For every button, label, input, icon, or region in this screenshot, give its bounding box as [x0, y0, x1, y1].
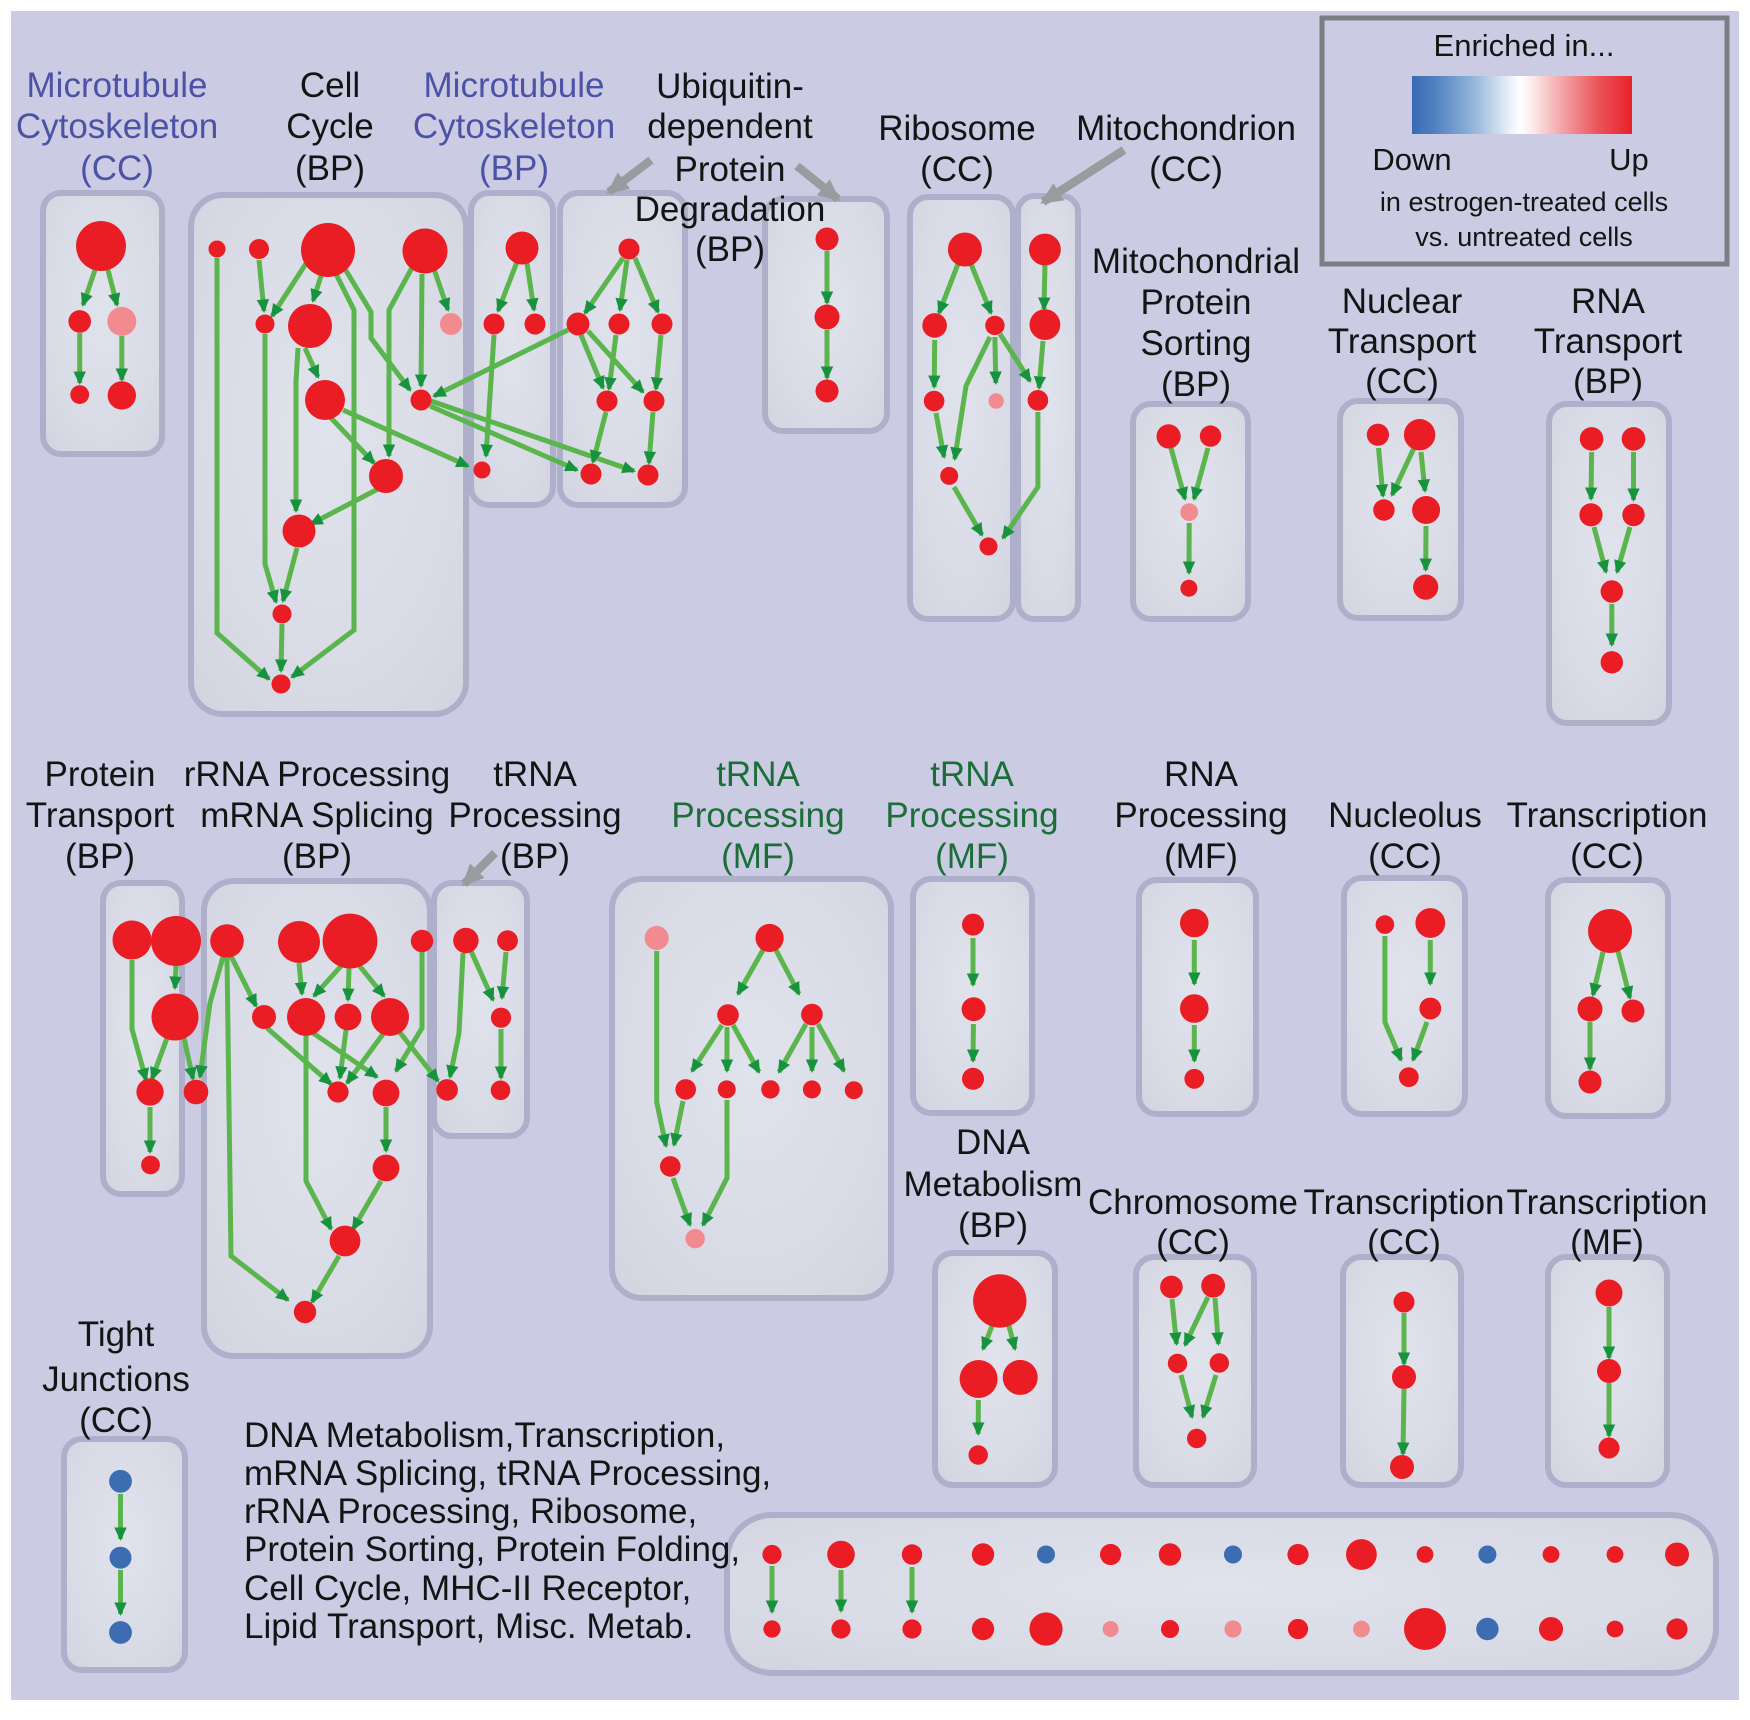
svg-text:Protein Sorting, Protein Foldi: Protein Sorting, Protein Folding,	[244, 1530, 740, 1569]
svg-text:(BP): (BP)	[65, 837, 135, 876]
svg-text:Cycle: Cycle	[286, 107, 374, 146]
svg-text:Down: Down	[1372, 142, 1451, 177]
svg-text:(BP): (BP)	[1161, 365, 1231, 404]
svg-text:Lipid Transport, Misc. Metab.: Lipid Transport, Misc. Metab.	[244, 1607, 693, 1646]
svg-text:Mitochondrial: Mitochondrial	[1092, 242, 1300, 281]
svg-text:vs. untreated cells: vs. untreated cells	[1415, 222, 1633, 252]
svg-text:Up: Up	[1609, 142, 1649, 177]
svg-text:DNA Metabolism,Transcription,: DNA Metabolism,Transcription,	[244, 1416, 725, 1455]
svg-text:dependent: dependent	[647, 107, 813, 146]
svg-text:Processing: Processing	[885, 796, 1058, 835]
svg-text:Transport: Transport	[26, 796, 175, 835]
svg-text:(CC): (CC)	[1156, 1223, 1230, 1262]
svg-text:Sorting: Sorting	[1141, 324, 1252, 363]
svg-text:Microtubule: Microtubule	[424, 66, 605, 105]
svg-text:Cell: Cell	[300, 66, 360, 105]
svg-text:(MF): (MF)	[935, 837, 1009, 876]
svg-text:Chromosome: Chromosome	[1088, 1183, 1298, 1222]
svg-text:(CC): (CC)	[80, 149, 154, 188]
svg-text:Transcription: Transcription	[1507, 796, 1708, 835]
svg-text:Transcription: Transcription	[1304, 1183, 1505, 1222]
svg-text:Degradation: Degradation	[635, 190, 826, 229]
svg-text:DNA: DNA	[956, 1123, 1031, 1162]
svg-text:(CC): (CC)	[79, 1401, 153, 1440]
svg-text:(BP): (BP)	[479, 149, 549, 188]
svg-text:(BP): (BP)	[500, 837, 570, 876]
svg-text:Microtubule: Microtubule	[27, 66, 208, 105]
svg-text:Transport: Transport	[1534, 322, 1683, 361]
svg-text:(CC): (CC)	[920, 150, 994, 189]
svg-text:Cell Cycle, MHC-II Receptor,: Cell Cycle, MHC-II Receptor,	[244, 1569, 691, 1608]
svg-text:RNA: RNA	[1571, 282, 1646, 321]
svg-text:Enriched in...: Enriched in...	[1434, 28, 1615, 63]
svg-text:Cytoskeleton: Cytoskeleton	[16, 107, 218, 146]
svg-text:(MF): (MF)	[1570, 1223, 1644, 1262]
svg-text:(BP): (BP)	[295, 149, 365, 188]
svg-text:(BP): (BP)	[282, 837, 352, 876]
svg-text:(MF): (MF)	[1164, 837, 1238, 876]
svg-text:(CC): (CC)	[1368, 837, 1442, 876]
svg-text:mRNA Splicing: mRNA Splicing	[200, 796, 433, 835]
svg-text:Nucleolus: Nucleolus	[1328, 796, 1482, 835]
svg-text:tRNA: tRNA	[930, 755, 1014, 794]
svg-text:rRNA Processing: rRNA Processing	[184, 755, 450, 794]
svg-text:Processing: Processing	[448, 796, 621, 835]
svg-text:Ribosome: Ribosome	[878, 109, 1036, 148]
svg-text:(BP): (BP)	[695, 230, 765, 269]
svg-text:Nuclear: Nuclear	[1342, 282, 1463, 321]
svg-text:Processing: Processing	[671, 796, 844, 835]
svg-text:Processing: Processing	[1114, 796, 1287, 835]
svg-text:Tight: Tight	[78, 1315, 155, 1354]
svg-text:(CC): (CC)	[1365, 362, 1439, 401]
svg-text:in estrogen-treated cells: in estrogen-treated cells	[1380, 187, 1668, 217]
svg-text:Ubiquitin-: Ubiquitin-	[656, 67, 804, 106]
svg-text:Metabolism: Metabolism	[904, 1165, 1083, 1204]
svg-text:(CC): (CC)	[1570, 837, 1644, 876]
svg-text:(BP): (BP)	[1573, 362, 1643, 401]
svg-text:tRNA: tRNA	[716, 755, 800, 794]
svg-text:mRNA Splicing, tRNA Processing: mRNA Splicing, tRNA Processing,	[244, 1454, 771, 1493]
svg-text:RNA: RNA	[1164, 755, 1239, 794]
svg-text:Protein: Protein	[675, 150, 786, 189]
svg-text:(CC): (CC)	[1149, 150, 1223, 189]
svg-text:Transport: Transport	[1328, 322, 1477, 361]
svg-text:rRNA Processing, Ribosome,: rRNA Processing, Ribosome,	[244, 1492, 697, 1531]
svg-text:(MF): (MF)	[721, 837, 795, 876]
svg-text:Transcription: Transcription	[1507, 1183, 1708, 1222]
svg-text:tRNA: tRNA	[493, 755, 577, 794]
svg-text:Protein: Protein	[45, 755, 156, 794]
svg-text:(CC): (CC)	[1367, 1223, 1441, 1262]
svg-text:Cytoskeleton: Cytoskeleton	[413, 107, 615, 146]
svg-text:Junctions: Junctions	[42, 1360, 190, 1399]
svg-text:Protein: Protein	[1141, 283, 1252, 322]
svg-text:(BP): (BP)	[958, 1206, 1028, 1245]
svg-text:Mitochondrion: Mitochondrion	[1076, 109, 1296, 148]
